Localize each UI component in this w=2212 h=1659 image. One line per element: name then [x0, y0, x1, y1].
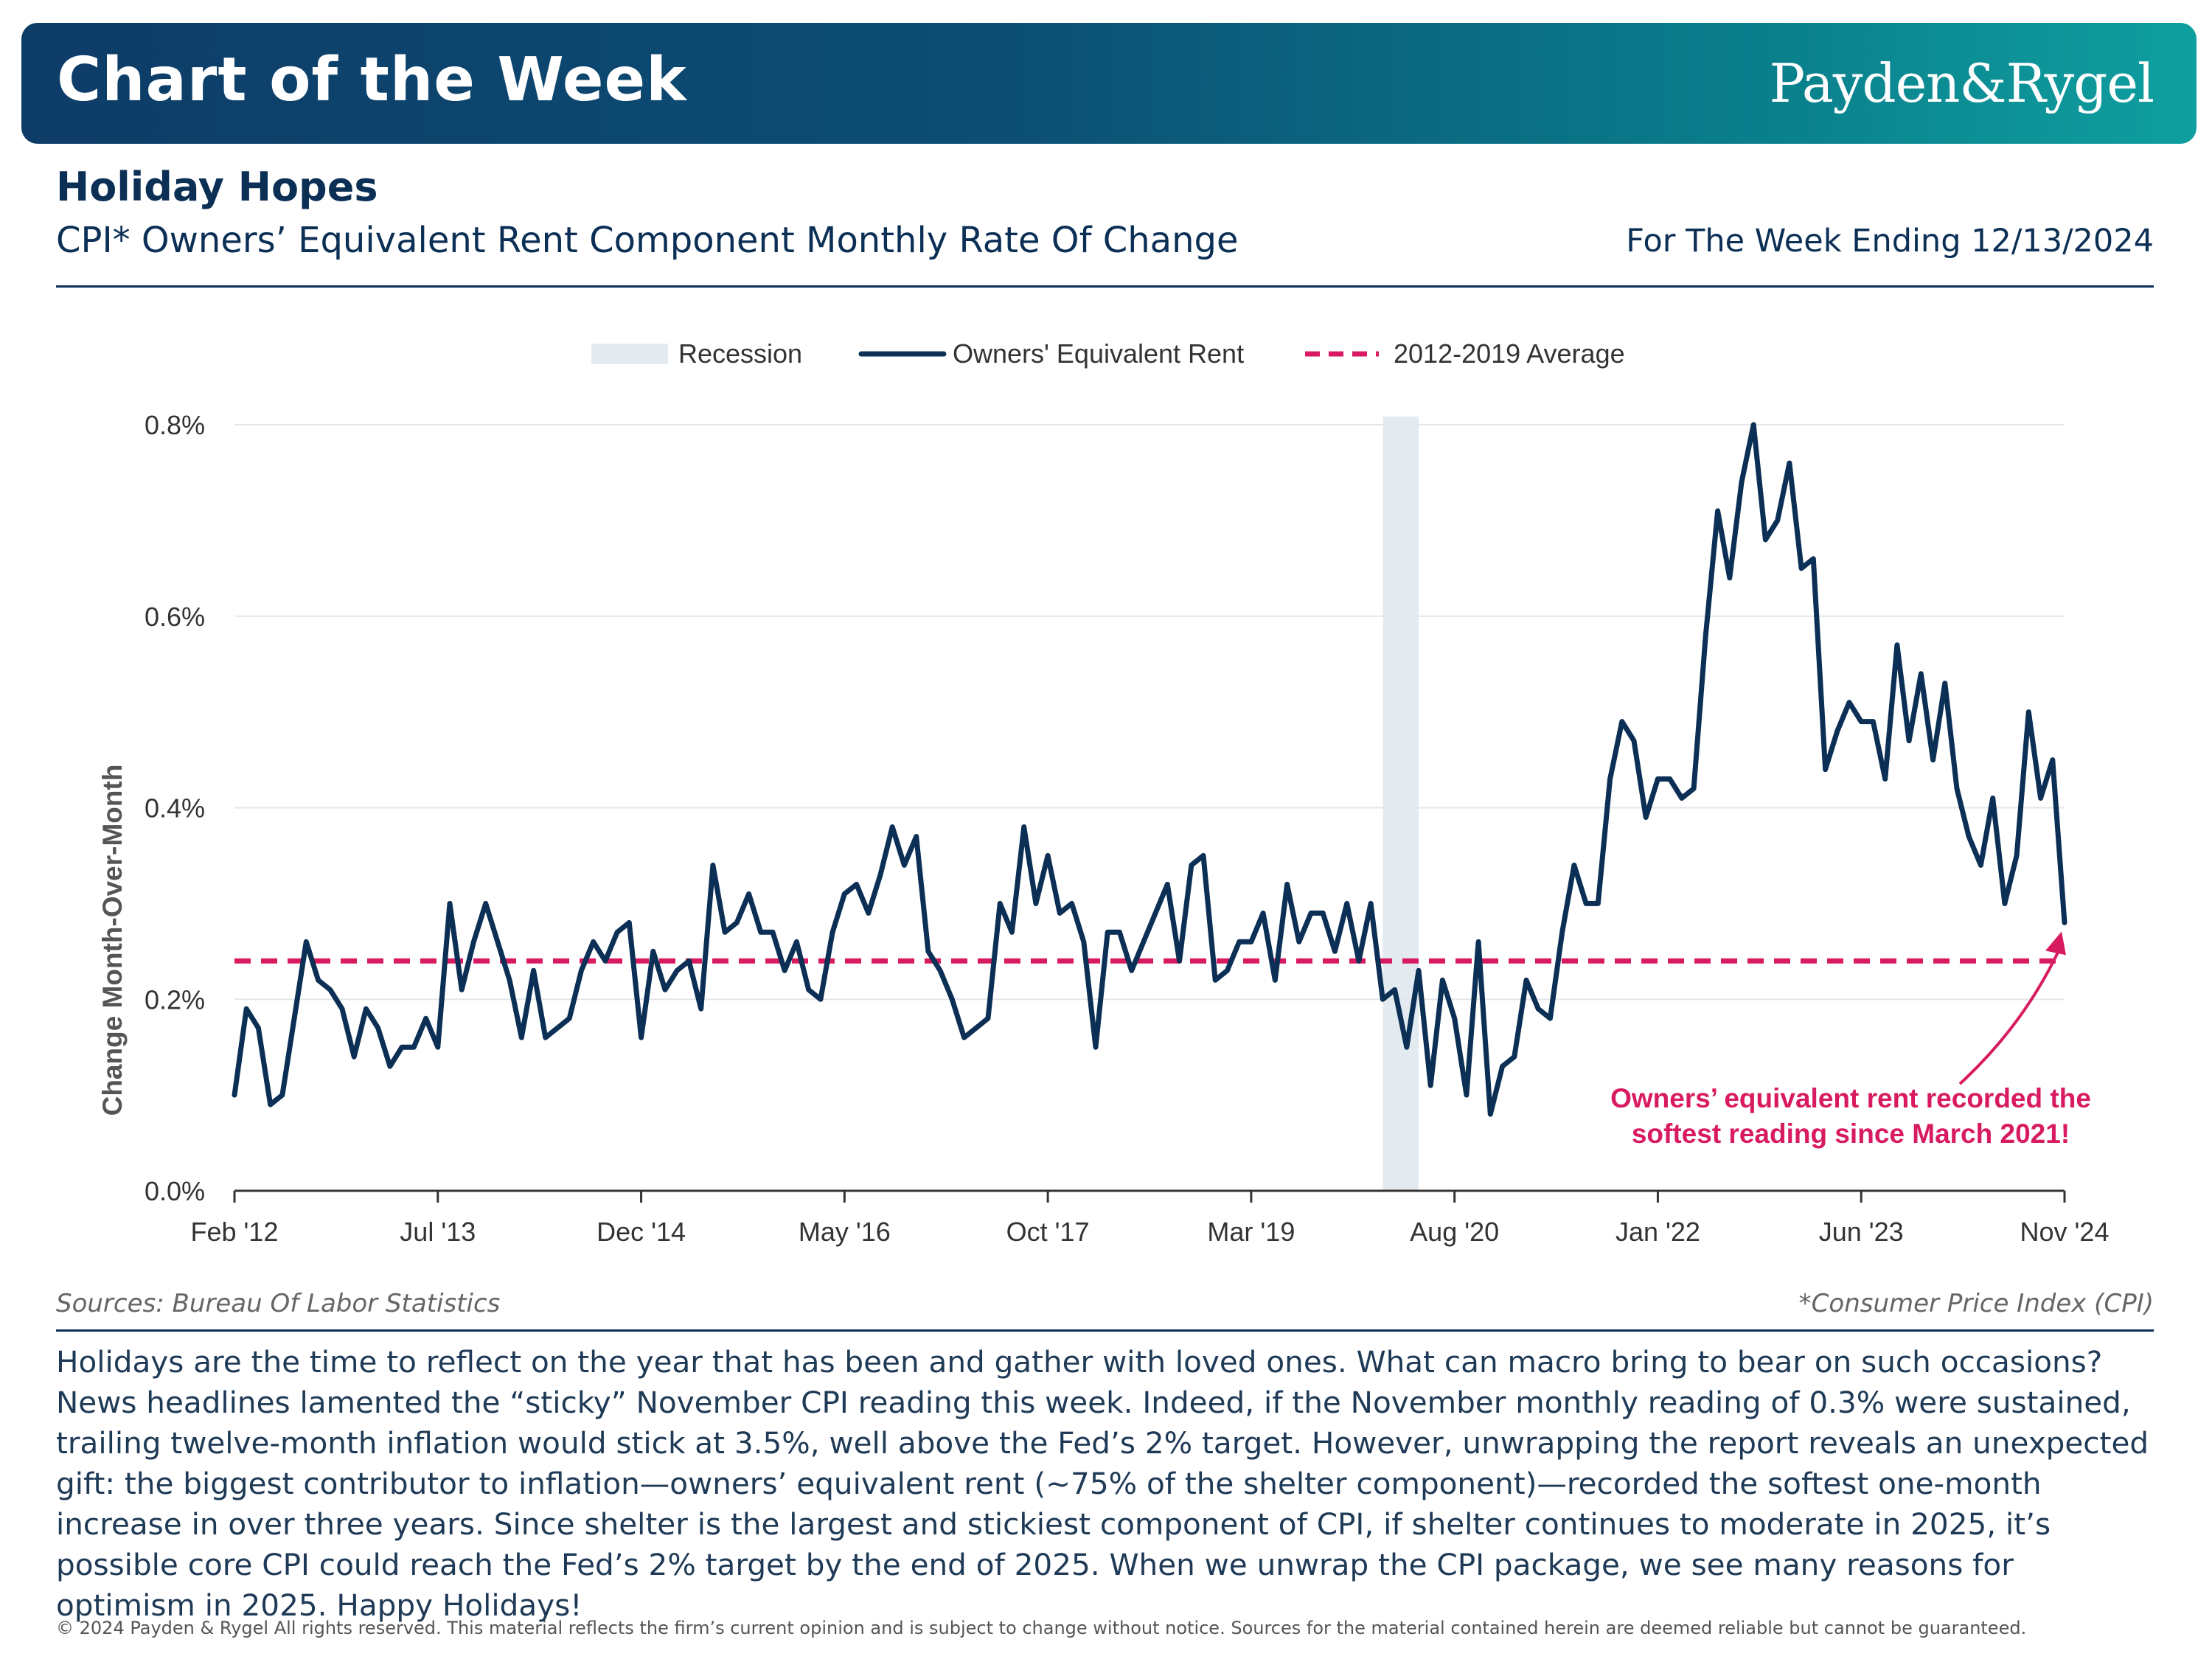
- annotation-group: Owners’ equivalent rent recorded the soft…: [1610, 931, 2091, 1149]
- y-tick-label: 0.0%: [145, 1176, 205, 1206]
- x-tick-label: Jun '23: [1819, 1217, 1904, 1247]
- y-tick-label: 0.6%: [145, 602, 205, 632]
- legend-recession-swatch: [591, 344, 668, 364]
- y-axis-title: Change Month-Over-Month: [97, 765, 128, 1116]
- y-tick-label: 0.2%: [145, 984, 205, 1015]
- x-axis: Feb '12 Jul '13 Dec '14 May '16 Oct '17 Mar '…: [191, 1189, 2110, 1247]
- brand-logo: Payden&Rygel: [1769, 52, 2154, 114]
- copyright-notice: © 2024 Payden & Rygel All rights reserve…: [56, 1618, 2027, 1638]
- x-tick-label: Mar '19: [1207, 1217, 1295, 1247]
- oer-line: [232, 422, 2067, 1117]
- legend-average-label: 2012-2019 Average: [1394, 338, 1625, 369]
- annotation-text-line1: Owners’ equivalent rent recorded the: [1610, 1083, 2091, 1113]
- x-tick-label: Feb '12: [191, 1217, 279, 1247]
- x-tick-label: Jul '13: [400, 1217, 476, 1247]
- recession-band: [1382, 417, 1419, 1191]
- x-tick-label: Aug '20: [1410, 1217, 1499, 1247]
- annotation-text-line2: softest reading since March 2021!: [1632, 1119, 2070, 1149]
- legend-oer-label: Owners' Equivalent Rent: [953, 338, 1244, 369]
- headline: Holiday Hopes: [56, 164, 378, 210]
- header-divider: [56, 285, 2154, 288]
- line-chart: Recession Owners' Equivalent Rent 2012-2…: [97, 338, 2110, 1247]
- annotation-arrowhead: [2045, 931, 2066, 956]
- y-axis: 0.0% 0.2% 0.4% 0.6% 0.8%: [145, 410, 205, 1206]
- gridlines: [234, 424, 2065, 1001]
- cpi-footnote: *Consumer Price Index (CPI): [1798, 1289, 2154, 1318]
- x-tick-label: Nov '24: [2020, 1217, 2110, 1247]
- series-group: [232, 422, 2067, 1117]
- legend-recession-label: Recession: [678, 338, 802, 369]
- annotation-arrow: [1958, 947, 2062, 1085]
- x-tick-label: Oct '17: [1006, 1217, 1090, 1247]
- footer-divider: [56, 1329, 2154, 1332]
- sources-note: Sources: Bureau Of Labor Statistics: [56, 1289, 501, 1318]
- banner-title: Chart of the Week: [57, 45, 687, 115]
- recession-band-group: [1382, 417, 1419, 1191]
- header-banner: Chart of the Week Payden&Rygel: [21, 23, 2197, 144]
- chart-subtitle: CPI* Owners’ Equivalent Rent Component M…: [56, 220, 1239, 261]
- x-tick-label: Dec '14: [597, 1217, 686, 1247]
- commentary-text: Holidays are the time to reflect on the …: [56, 1344, 2149, 1623]
- y-tick-label: 0.8%: [145, 410, 205, 440]
- week-ending: For The Week Ending 12/13/2024: [1626, 223, 2154, 260]
- x-tick-label: Jan '22: [1615, 1217, 1700, 1247]
- chart-legend: Recession Owners' Equivalent Rent 2012-2…: [591, 338, 1625, 369]
- x-tick-label: May '16: [799, 1217, 891, 1247]
- y-tick-label: 0.4%: [145, 793, 205, 824]
